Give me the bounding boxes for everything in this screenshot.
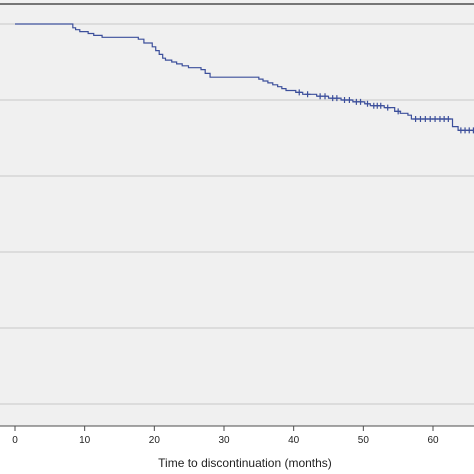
series-group — [15, 23, 474, 134]
plot-background — [0, 0, 474, 426]
censor-mark-1 — [304, 91, 311, 98]
censor-mark-23 — [445, 116, 452, 122]
x-tick-label-2: 20 — [149, 435, 161, 446]
gridlines — [0, 23, 474, 405]
x-tick-label-4: 40 — [288, 435, 300, 446]
x-tick-label-0: 0 — [12, 435, 18, 446]
censor-mark-5 — [333, 95, 340, 102]
censor-mark-7 — [346, 97, 353, 103]
censor-mark-9 — [357, 98, 364, 105]
x-tick-label-1: 10 — [79, 435, 91, 446]
x-tick-label-5: 50 — [358, 435, 370, 446]
censor-mark-3 — [322, 93, 329, 100]
censor-mark-27 — [470, 127, 474, 134]
x-tick-label-6: 60 — [427, 435, 439, 446]
x-axis-title: Time to discontinuation (months) — [158, 456, 332, 470]
censor-mark-0 — [296, 89, 303, 96]
censor-mark-10 — [364, 100, 371, 107]
censor-mark-13 — [377, 102, 384, 109]
x-axis-ticks: 0 10 20 30 40 50 60 — [12, 426, 439, 446]
censor-mark-14 — [384, 104, 391, 111]
censor-mark-15 — [395, 108, 402, 115]
x-tick-label-3: 30 — [218, 435, 230, 446]
